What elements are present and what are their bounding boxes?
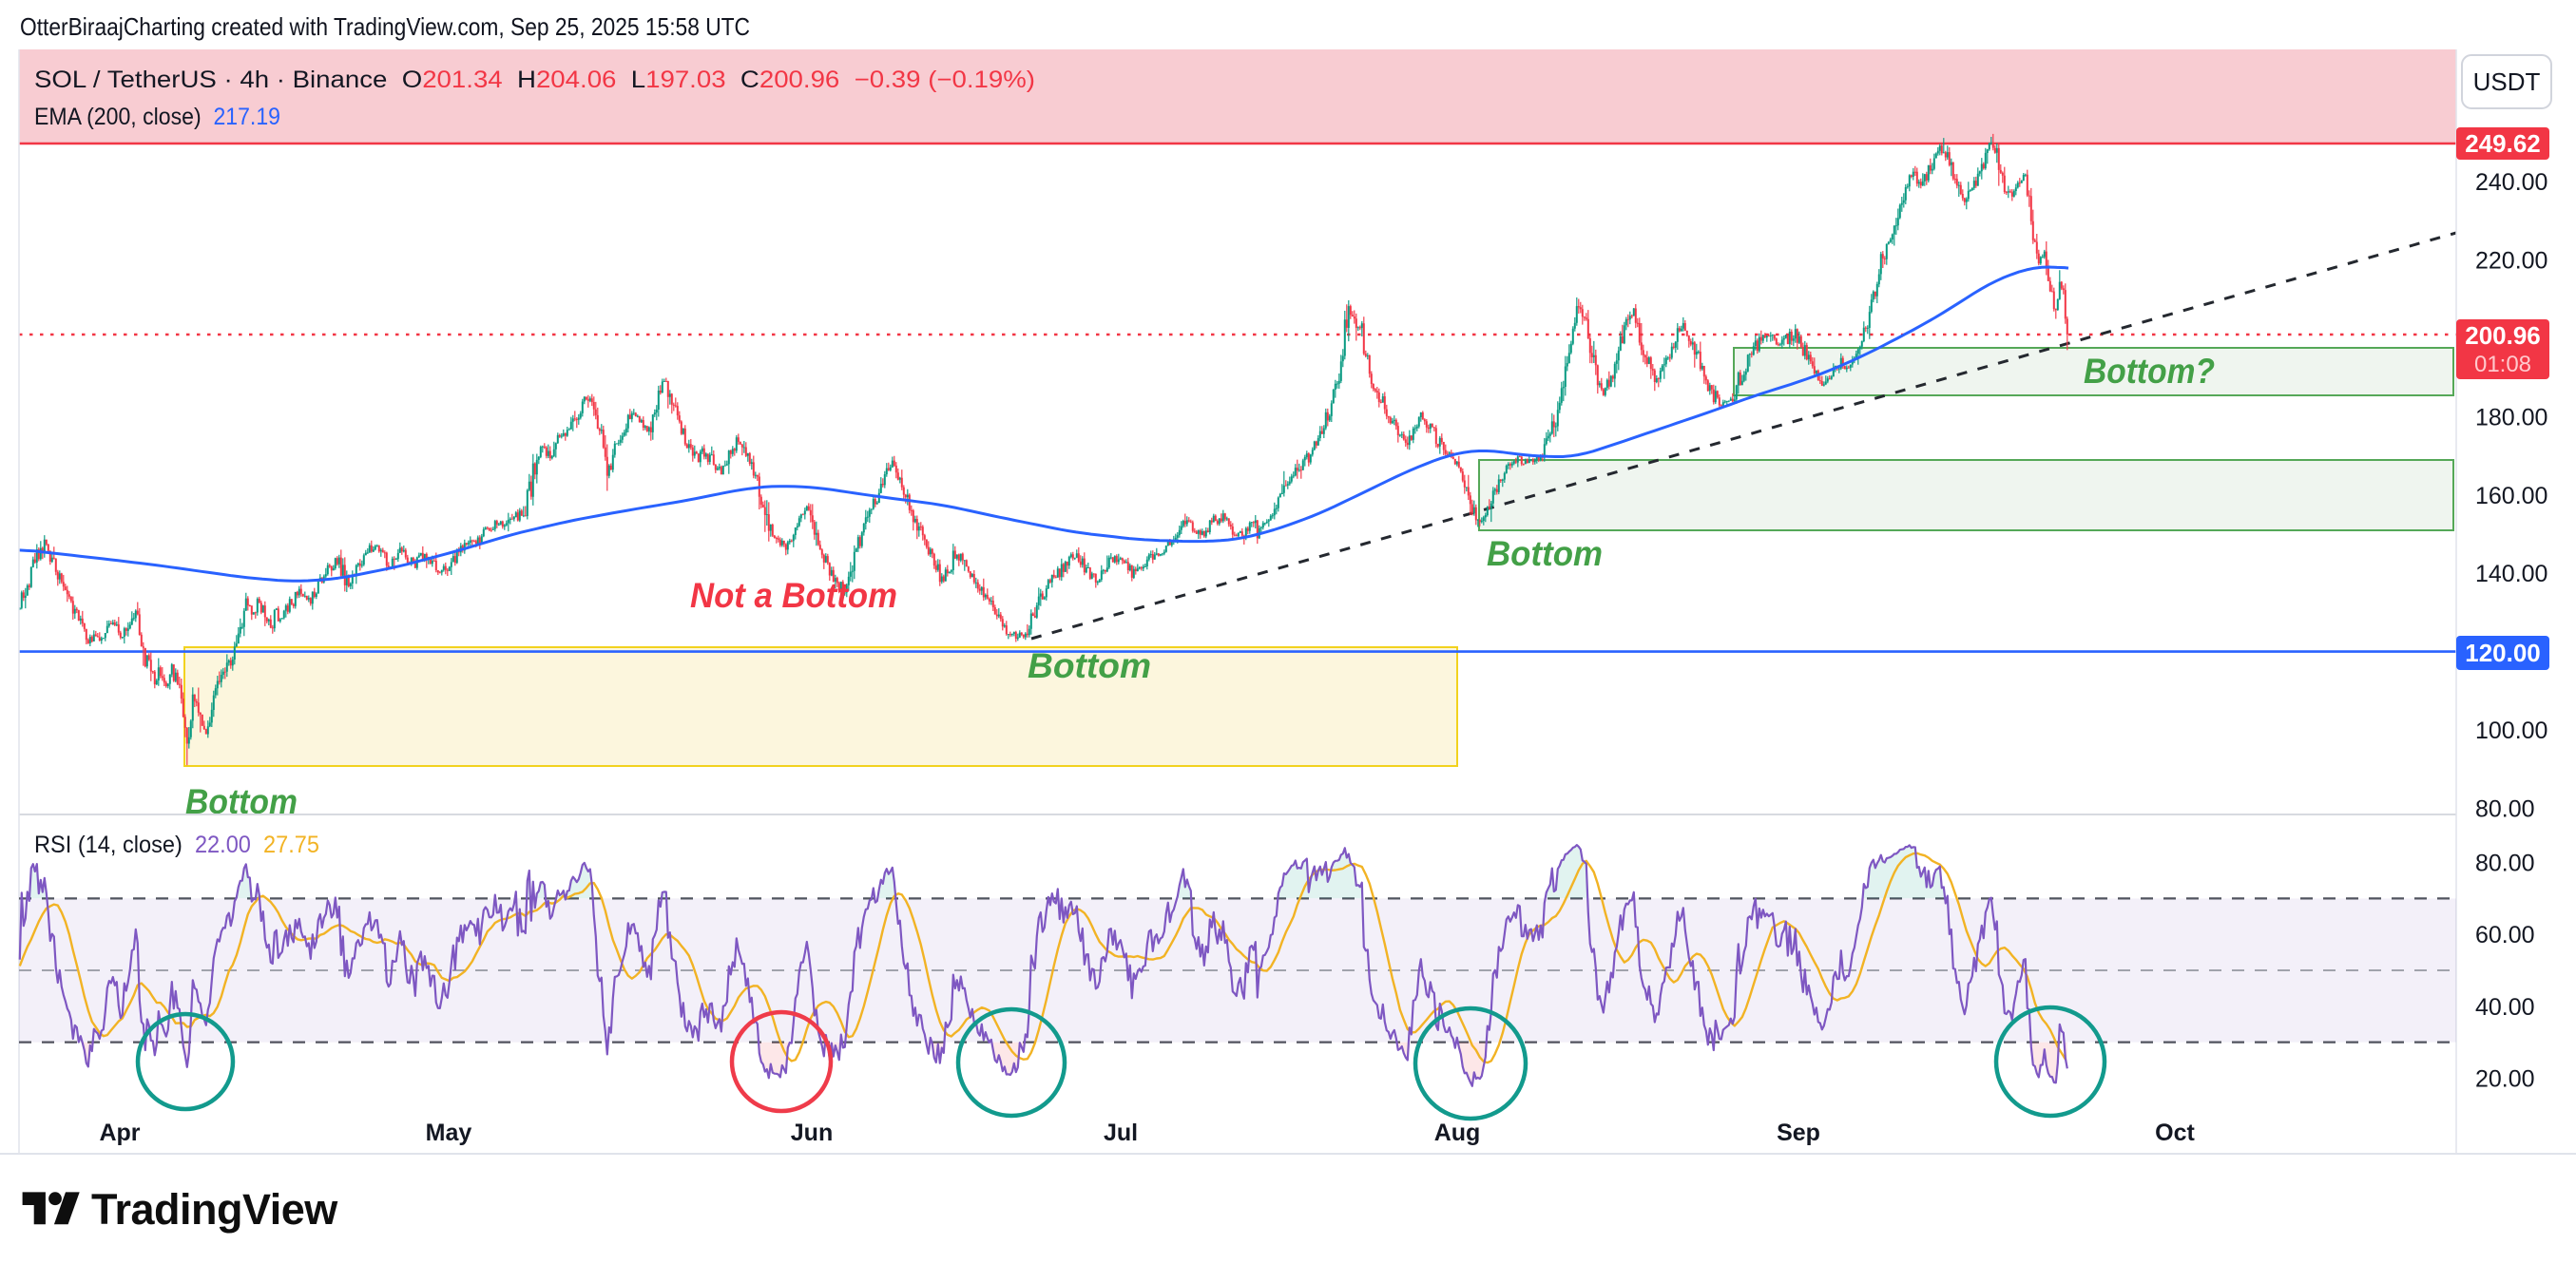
svg-text:May: May (426, 1120, 472, 1146)
svg-text:80.00: 80.00 (2475, 795, 2535, 822)
svg-text:160.00: 160.00 (2475, 483, 2547, 509)
svg-text:100.00: 100.00 (2475, 718, 2547, 744)
svg-text:RSI (14, close) 22.00 27.75: RSI (14, close) 22.00 27.75 (34, 832, 319, 858)
svg-text:USDT: USDT (2473, 67, 2541, 96)
svg-text:249.62: 249.62 (2465, 129, 2541, 158)
svg-text:Bottom: Bottom (1028, 646, 1151, 685)
svg-text:Jul: Jul (1104, 1120, 1138, 1146)
svg-text:80.00: 80.00 (2475, 851, 2535, 877)
svg-text:Not a Bottom: Not a Bottom (690, 576, 897, 615)
svg-text:Aug: Aug (1434, 1120, 1481, 1146)
svg-text:180.00: 180.00 (2475, 404, 2547, 431)
svg-text:220.00: 220.00 (2475, 248, 2547, 275)
svg-text:01:08: 01:08 (2474, 352, 2531, 377)
svg-text:Oct: Oct (2155, 1120, 2195, 1146)
svg-text:40.00: 40.00 (2475, 994, 2535, 1021)
svg-text:Apr: Apr (99, 1120, 140, 1146)
svg-text:EMA (200, close) 217.19: EMA (200, close) 217.19 (34, 104, 280, 130)
svg-text:20.00: 20.00 (2475, 1065, 2535, 1092)
svg-text:60.00: 60.00 (2475, 922, 2535, 948)
svg-text:SOL / TetherUS · 4h · Binance: SOL / TetherUS · 4h · Binance O 201.34 H2… (34, 67, 1035, 93)
svg-text:140.00: 140.00 (2475, 561, 2547, 587)
svg-text:Bottom: Bottom (1487, 534, 1603, 573)
svg-text:Bottom?: Bottom? (2084, 352, 2215, 391)
svg-text:Sep: Sep (1777, 1120, 1820, 1146)
svg-text:200.96: 200.96 (2465, 321, 2541, 350)
svg-text:OtterBiraajCharting created wi: OtterBiraajCharting created with Trading… (20, 12, 750, 41)
svg-text:Jun: Jun (791, 1120, 833, 1146)
svg-text:TradingView: TradingView (91, 1185, 338, 1234)
svg-text:120.00: 120.00 (2465, 639, 2541, 667)
svg-text:240.00: 240.00 (2475, 169, 2547, 196)
